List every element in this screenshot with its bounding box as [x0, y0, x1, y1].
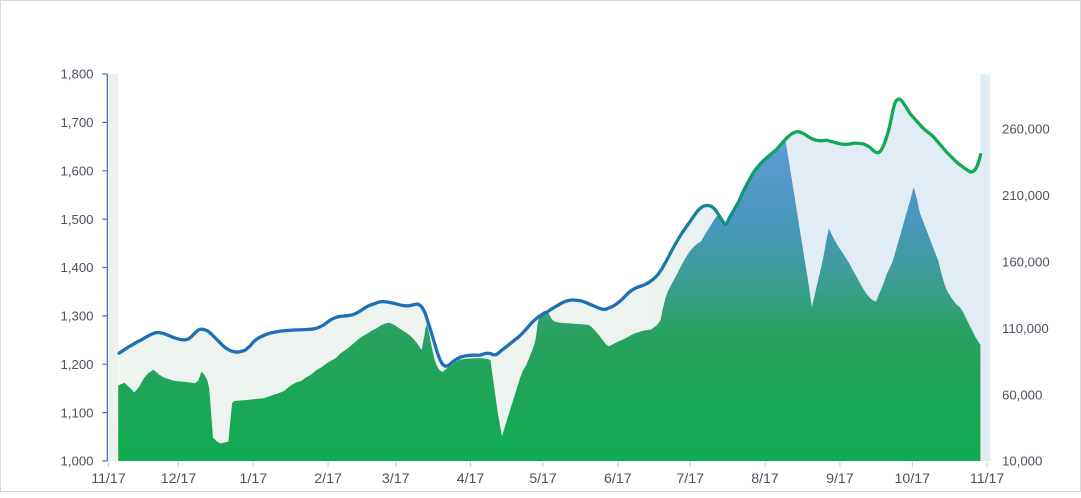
svg-text:210,000: 210,000 — [1002, 188, 1050, 203]
svg-text:2/17: 2/17 — [314, 471, 342, 487]
svg-text:10,000: 10,000 — [1002, 454, 1042, 469]
svg-text:9/17: 9/17 — [826, 471, 854, 487]
svg-text:1,800: 1,800 — [60, 67, 93, 82]
svg-text:110,000: 110,000 — [1002, 321, 1049, 336]
svg-text:1,600: 1,600 — [60, 163, 93, 178]
svg-text:7/17: 7/17 — [676, 471, 704, 487]
svg-text:10/17: 10/17 — [895, 471, 931, 487]
svg-text:60,000: 60,000 — [1002, 387, 1042, 402]
svg-text:1,400: 1,400 — [60, 260, 93, 275]
svg-text:11/17: 11/17 — [91, 471, 126, 487]
svg-text:12/17: 12/17 — [161, 471, 197, 487]
svg-text:11/17: 11/17 — [970, 471, 1005, 487]
svg-text:6/17: 6/17 — [604, 471, 632, 487]
svg-text:1,500: 1,500 — [60, 212, 93, 227]
svg-text:1,100: 1,100 — [60, 405, 93, 420]
svg-text:1,000: 1,000 — [60, 454, 93, 469]
svg-text:1,200: 1,200 — [60, 357, 93, 372]
svg-text:5/17: 5/17 — [529, 471, 557, 487]
svg-text:1,300: 1,300 — [60, 309, 93, 324]
svg-text:260,000: 260,000 — [1002, 122, 1050, 137]
svg-text:8/17: 8/17 — [751, 471, 779, 487]
svg-text:1/17: 1/17 — [239, 471, 267, 487]
svg-text:4/17: 4/17 — [457, 471, 485, 487]
svg-text:3/17: 3/17 — [382, 471, 410, 487]
svg-text:160,000: 160,000 — [1002, 255, 1050, 270]
svg-text:1,700: 1,700 — [60, 115, 93, 130]
